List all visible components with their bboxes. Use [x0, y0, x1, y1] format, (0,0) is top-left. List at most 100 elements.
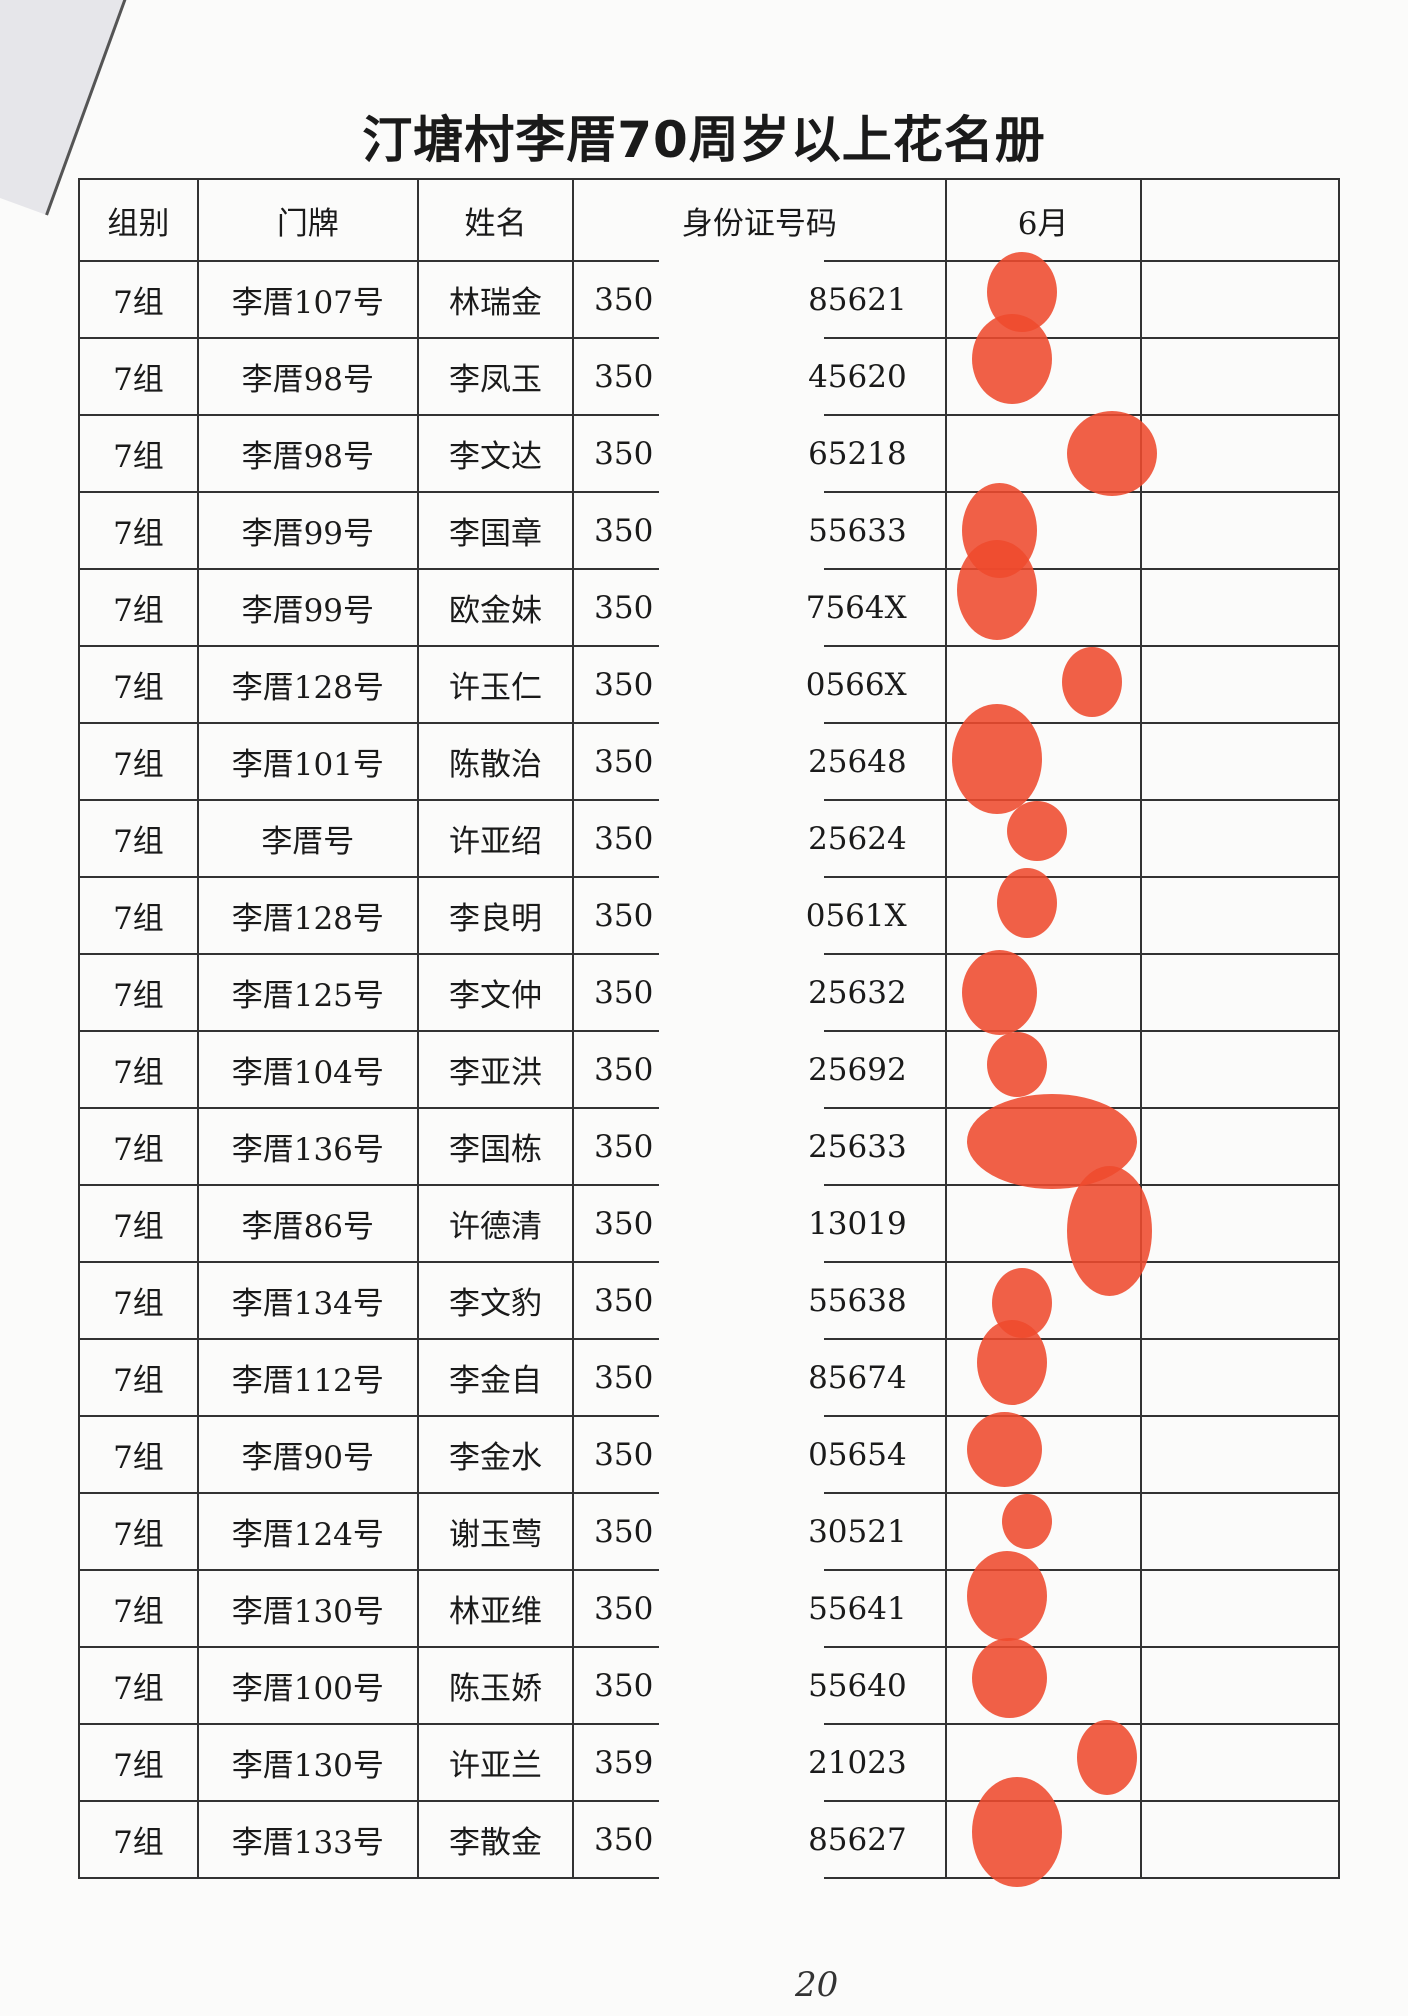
signature-cell — [944, 411, 1157, 496]
table-row: 7组 李厝134号 李文豹 350 55638 — [78, 1260, 1341, 1341]
fingerprint-mark — [951, 704, 1042, 814]
blank-cell — [1139, 1723, 1341, 1802]
door-cell: 李厝90号 — [196, 1415, 419, 1494]
fingerprint-mark — [976, 1320, 1047, 1405]
fingerprint-mark — [1061, 647, 1122, 717]
id-prefix: 350 — [594, 820, 654, 857]
id-suffix: 21023 — [808, 1744, 907, 1781]
group-cell: 7组 — [78, 1107, 199, 1186]
fingerprint-mark — [986, 1032, 1047, 1097]
door-cell: 李厝124号 — [196, 1492, 419, 1571]
table-row: 7组 李厝128号 许玉仁 350 0566X — [78, 644, 1341, 725]
group-cell: 7组 — [78, 876, 199, 955]
blank-cell — [1139, 1107, 1341, 1186]
id-prefix: 350 — [594, 1590, 654, 1627]
fingerprint-mark — [1066, 411, 1157, 496]
group-cell: 7组 — [78, 722, 199, 801]
table-row: 7组 李厝101号 陈散治 350 25648 — [78, 704, 1341, 814]
group-cell: 7组 — [78, 491, 199, 570]
table-row: 7组 李厝130号 林亚维 350 55641 — [78, 1551, 1341, 1649]
redaction — [659, 1414, 825, 1495]
group-cell: 7组 — [78, 1800, 199, 1879]
id-cell: 350 05654 — [572, 1414, 947, 1495]
signature-cell — [944, 1720, 1142, 1802]
redaction — [659, 952, 825, 1033]
table-row: 7组 李厝98号 李凤玉 350 45620 — [78, 314, 1341, 417]
name-cell: 欧金妹 — [416, 568, 575, 647]
id-suffix: 55640 — [808, 1667, 907, 1704]
name-cell: 李国栋 — [416, 1107, 575, 1186]
header-name: 姓名 — [416, 178, 575, 262]
name-cell: 许德清 — [416, 1184, 575, 1263]
signature-cell — [944, 1166, 1152, 1296]
blank-cell — [1139, 1184, 1341, 1263]
fingerprint-mark — [996, 868, 1057, 938]
redaction — [659, 413, 825, 494]
blank-cell — [1139, 645, 1341, 724]
door-cell: 李厝98号 — [196, 337, 419, 416]
name-cell: 林亚维 — [416, 1569, 575, 1648]
header-month: 6月 — [944, 178, 1142, 262]
name-cell: 李文达 — [416, 414, 575, 493]
door-cell: 李厝107号 — [196, 260, 419, 339]
id-prefix: 350 — [594, 1128, 654, 1165]
id-suffix: 25692 — [808, 1051, 907, 1088]
blank-cell — [1139, 1261, 1341, 1340]
redaction — [659, 1645, 825, 1726]
redaction — [659, 1722, 825, 1803]
signature-cell — [944, 1412, 1142, 1494]
blank-cell — [1139, 876, 1341, 955]
id-prefix: 350 — [594, 1359, 654, 1396]
door-cell: 李厝101号 — [196, 722, 419, 801]
blank-cell — [1139, 1415, 1341, 1494]
id-prefix: 350 — [594, 1282, 654, 1319]
id-suffix: 13019 — [808, 1205, 907, 1242]
blank-cell — [1139, 799, 1341, 878]
id-suffix: 85674 — [808, 1359, 907, 1396]
door-cell: 李厝112号 — [196, 1338, 419, 1417]
name-cell: 许亚兰 — [416, 1723, 575, 1802]
table-row: 7组 李厝130号 许亚兰 359 21023 — [78, 1720, 1341, 1803]
group-cell: 7组 — [78, 1030, 199, 1109]
id-suffix: 30521 — [808, 1513, 907, 1550]
door-cell: 李厝128号 — [196, 645, 419, 724]
blank-cell — [1139, 1492, 1341, 1571]
signature-cell — [944, 1261, 1142, 1340]
door-cell: 李厝136号 — [196, 1107, 419, 1186]
header-blank — [1139, 178, 1341, 262]
table-row: 7组 李厝86号 许德清 350 13019 — [78, 1166, 1341, 1296]
door-cell: 李厝104号 — [196, 1030, 419, 1109]
fingerprint-mark — [961, 950, 1037, 1035]
door-cell: 李厝98号 — [196, 414, 419, 493]
name-cell: 李金水 — [416, 1415, 575, 1494]
blank-cell — [1139, 1646, 1341, 1725]
fingerprint-mark — [1001, 1494, 1052, 1549]
fingerprint-mark — [1006, 801, 1067, 861]
name-cell: 李散金 — [416, 1800, 575, 1879]
id-suffix: 0561X — [805, 897, 907, 934]
door-cell: 李厝130号 — [196, 1569, 419, 1648]
fingerprint-mark — [971, 314, 1052, 404]
redaction — [659, 875, 825, 956]
redaction — [659, 336, 825, 417]
header-id: 身份证号码 — [572, 178, 947, 262]
id-cell: 350 55640 — [572, 1645, 947, 1726]
table-row: 7组 李厝133号 李散金 350 85627 — [78, 1777, 1341, 1887]
redaction — [659, 1568, 825, 1649]
group-cell: 7组 — [78, 260, 199, 339]
id-cell: 350 65218 — [572, 413, 947, 494]
redaction — [659, 1183, 825, 1264]
blank-cell — [1139, 722, 1341, 801]
id-suffix: 55638 — [808, 1282, 907, 1319]
table-row: 7组 李厝107号 林瑞金 350 85621 — [78, 252, 1341, 340]
id-prefix: 350 — [594, 358, 654, 395]
signature-cell — [944, 799, 1142, 878]
id-suffix: 55641 — [808, 1590, 907, 1627]
id-cell: 350 30521 — [572, 1491, 947, 1572]
id-suffix: 0566X — [805, 666, 907, 703]
redaction — [659, 1029, 825, 1110]
id-suffix: 25632 — [808, 974, 907, 1011]
signature-cell — [944, 540, 1142, 647]
blank-cell — [1139, 953, 1341, 1032]
name-cell: 李文豹 — [416, 1261, 575, 1340]
